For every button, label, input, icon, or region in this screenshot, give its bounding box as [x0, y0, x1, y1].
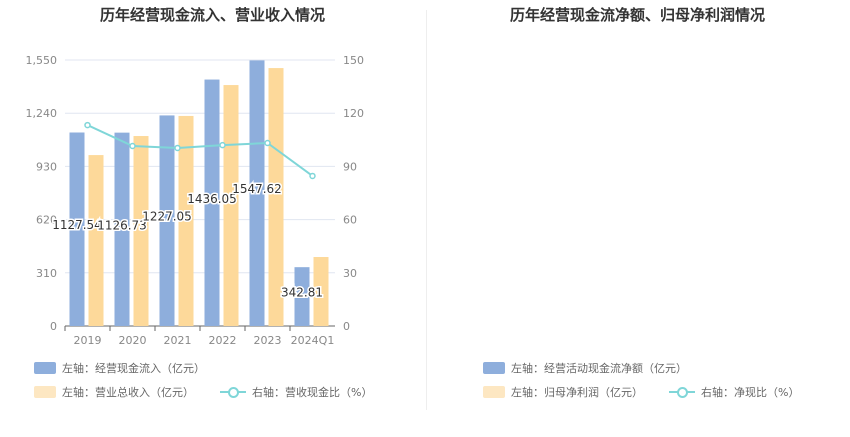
legend-line-icon: [220, 386, 246, 398]
bar: [133, 136, 149, 326]
data-label: 1227.05: [142, 210, 192, 224]
legend-item[interactable]: 左轴：归母净利润（亿元）: [483, 384, 643, 400]
line-point: [174, 144, 181, 152]
y2-tick-label: 60: [343, 214, 357, 227]
data-label: 1127.54: [52, 218, 102, 232]
legend-item[interactable]: 左轴：经营活动现金流净额（亿元）: [483, 360, 687, 376]
bar: [114, 132, 130, 326]
bar: [178, 115, 194, 327]
x-tick-label: 2022: [209, 334, 237, 347]
y-tick-label: 1,550: [26, 54, 58, 67]
x-tick-label: 2019: [74, 334, 102, 347]
legend-label: 右轴：净现比（%）: [701, 386, 800, 399]
legend-label: 左轴：经营活动现金流净额（亿元）: [511, 362, 687, 375]
legend-label: 左轴：营业总收入（亿元）: [62, 386, 194, 399]
bar: [268, 68, 284, 327]
legend-item[interactable]: 右轴：净现比（%）: [669, 384, 799, 400]
legend-line-icon: [669, 386, 695, 398]
data-label: 1436.05: [187, 192, 237, 206]
line-point: [264, 139, 271, 147]
legend-item[interactable]: 左轴：经营现金流入（亿元）: [34, 360, 205, 376]
bar: [204, 79, 220, 326]
line-point: [129, 142, 136, 150]
chart-cash-inflow: 0 0 310 30 620 60 930 90 1,240 120 1,550 150 2019 202…: [26, 54, 365, 347]
chart-title: 历年经营现金流入、营业收入情况: [99, 6, 325, 24]
chart-panel-cash-inflow: 历年经营现金流入、营业收入情况 0 0 310 30 620 60 930 90 1,240 12…: [26, 6, 373, 400]
legend-swatch: [34, 362, 56, 374]
y2-tick-label: 90: [343, 160, 357, 173]
data-label: 1126.73: [97, 218, 147, 232]
legend-label: 右轴：营收现金比（%）: [252, 386, 373, 399]
divider: [426, 10, 427, 410]
y-tick-label: 1,240: [26, 107, 58, 120]
x-tick-label: 2020: [119, 334, 147, 347]
bar: [88, 155, 104, 326]
legend-label: 左轴：归母净利润（亿元）: [511, 386, 643, 399]
x-tick-label: 2023: [254, 334, 282, 347]
y2-tick-label: 150: [343, 54, 364, 67]
x-tick-label: 2024Q1: [291, 334, 335, 347]
line-series: [87, 124, 314, 177]
line-point: [84, 121, 91, 129]
x-tick-label: 2021: [164, 334, 192, 347]
legend-swatch: [483, 362, 505, 374]
y2-tick-label: 30: [343, 267, 357, 280]
y-tick-label: 310: [36, 267, 57, 280]
legend-item[interactable]: 右轴：营收现金比（%）: [220, 384, 372, 400]
y-tick-label: 930: [36, 160, 57, 173]
y2-tick-label: 120: [343, 107, 364, 120]
bar: [313, 257, 329, 326]
line-point: [219, 141, 226, 149]
y2-tick-label: 0: [343, 320, 350, 333]
bar: [159, 115, 175, 326]
y-tick-label: 0: [50, 320, 57, 333]
data-label: 1547.62: [232, 182, 282, 196]
bar: [294, 267, 310, 326]
bar: [69, 132, 85, 326]
legend-label: 左轴：经营现金流入（亿元）: [62, 362, 205, 375]
chart-title: 历年经营现金流净额、归母净利润情况: [509, 6, 765, 24]
bar: [249, 60, 265, 326]
legend-item[interactable]: 左轴：营业总收入（亿元）: [34, 384, 194, 400]
legend-swatch: [483, 386, 505, 398]
legend-swatch: [34, 386, 56, 398]
chart-panel-net-cash: 历年经营现金流净额、归母净利润情况 -80-720-60-540-40-360-…: [425, 0, 850, 437]
y-tick-label: 620: [36, 214, 57, 227]
data-label: 342.81: [281, 286, 323, 300]
line-point: [309, 172, 316, 180]
